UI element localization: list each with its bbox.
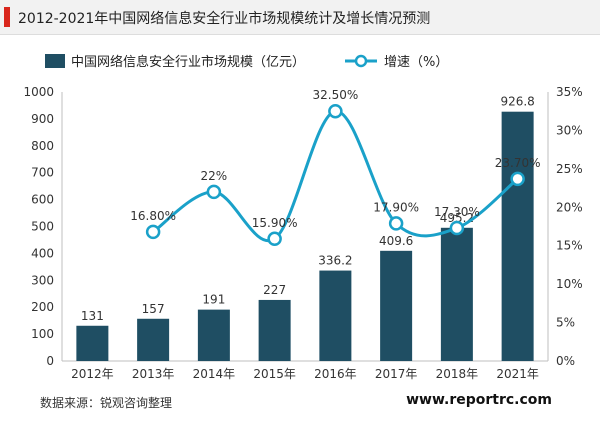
legend-bar-swatch: [45, 54, 65, 68]
legend-line-marker: [354, 54, 368, 68]
legend-bar-label: 中国网络信息安全行业市场规模（亿元）: [71, 54, 305, 70]
bar-value-label: 131: [81, 309, 104, 323]
growth-rate-point: [206, 184, 222, 200]
bar-value-label: 227: [263, 283, 286, 297]
growth-rate-point: [388, 216, 404, 231]
y-right-tick-label: 15%: [556, 239, 583, 253]
x-tick-label: 2016年: [314, 367, 357, 381]
y-right-tick-label: 20%: [556, 200, 583, 214]
x-tick-label: 2018年: [436, 367, 479, 381]
growth-rate-label: 16.80%: [130, 209, 176, 223]
bar: [319, 270, 352, 361]
x-tick-label: 2015年: [253, 367, 296, 381]
growth-rate-label: 17.30%: [434, 205, 480, 219]
y-left-tick-label: 800: [31, 139, 54, 153]
bar: [76, 325, 109, 361]
title-accent-bar: [4, 7, 10, 27]
growth-rate-point: [449, 220, 465, 236]
bar-value-label: 157: [142, 302, 165, 316]
x-tick-label: 2021年: [496, 367, 539, 381]
bar: [501, 111, 534, 362]
y-left-tick-label: 600: [31, 193, 54, 207]
bar-value-label: 926.8: [500, 95, 534, 109]
growth-rate-point: [267, 231, 282, 247]
y-left-tick-label: 0: [46, 354, 54, 368]
growth-rate-point: [145, 224, 161, 240]
bar: [440, 227, 473, 361]
x-tick-label: 2012年: [71, 367, 114, 381]
y-left-tick-label: 500: [31, 220, 54, 234]
growth-rate-label: 23.70%: [495, 156, 541, 170]
x-tick-label: 2013年: [132, 367, 175, 381]
y-left-tick-label: 100: [31, 327, 54, 341]
bar: [137, 318, 170, 361]
growth-rate-label: 15.90%: [252, 216, 298, 230]
growth-rate-point: [328, 103, 343, 119]
y-left-tick-label: 300: [31, 273, 54, 287]
y-right-tick-label: 0%: [556, 354, 575, 368]
y-right-tick-label: 35%: [556, 85, 583, 99]
x-tick-label: 2017年: [375, 367, 418, 381]
growth-rate-point: [510, 171, 525, 187]
growth-rate-label: 17.90%: [373, 200, 419, 214]
y-left-tick-label: 900: [31, 112, 54, 126]
data-source-note: 数据来源：锐观咨询整理: [40, 396, 173, 410]
y-left-tick-label: 200: [31, 300, 54, 314]
y-right-tick-label: 30%: [556, 123, 583, 137]
y-left-tick-label: 700: [31, 166, 54, 180]
y-right-tick-label: 5%: [556, 316, 575, 330]
website-watermark: www.reportrc.com: [406, 392, 552, 408]
title-banner: 2012-2021年中国网络信息安全行业市场规模统计及增长情况预测: [0, 0, 600, 35]
bar-value-label: 336.2: [318, 254, 352, 268]
bar: [197, 309, 230, 361]
growth-rate-label: 32.50%: [312, 88, 358, 102]
y-left-tick-label: 400: [31, 246, 54, 260]
legend-line-label: 增速（%）: [384, 55, 448, 70]
bar-value-label: 409.6: [379, 234, 413, 248]
x-tick-label: 2014年: [193, 367, 236, 381]
growth-rate-label: 22%: [201, 169, 228, 183]
bar: [380, 250, 413, 361]
y-right-tick-label: 10%: [556, 277, 583, 291]
y-left-tick-label: 1000: [23, 85, 54, 99]
bar-value-label: 495.2: [440, 211, 474, 225]
bar-value-label: 191: [202, 293, 225, 307]
y-right-tick-label: 25%: [556, 162, 583, 176]
bar: [258, 299, 291, 361]
page-title: 2012-2021年中国网络信息安全行业市场规模统计及增长情况预测: [18, 11, 431, 27]
